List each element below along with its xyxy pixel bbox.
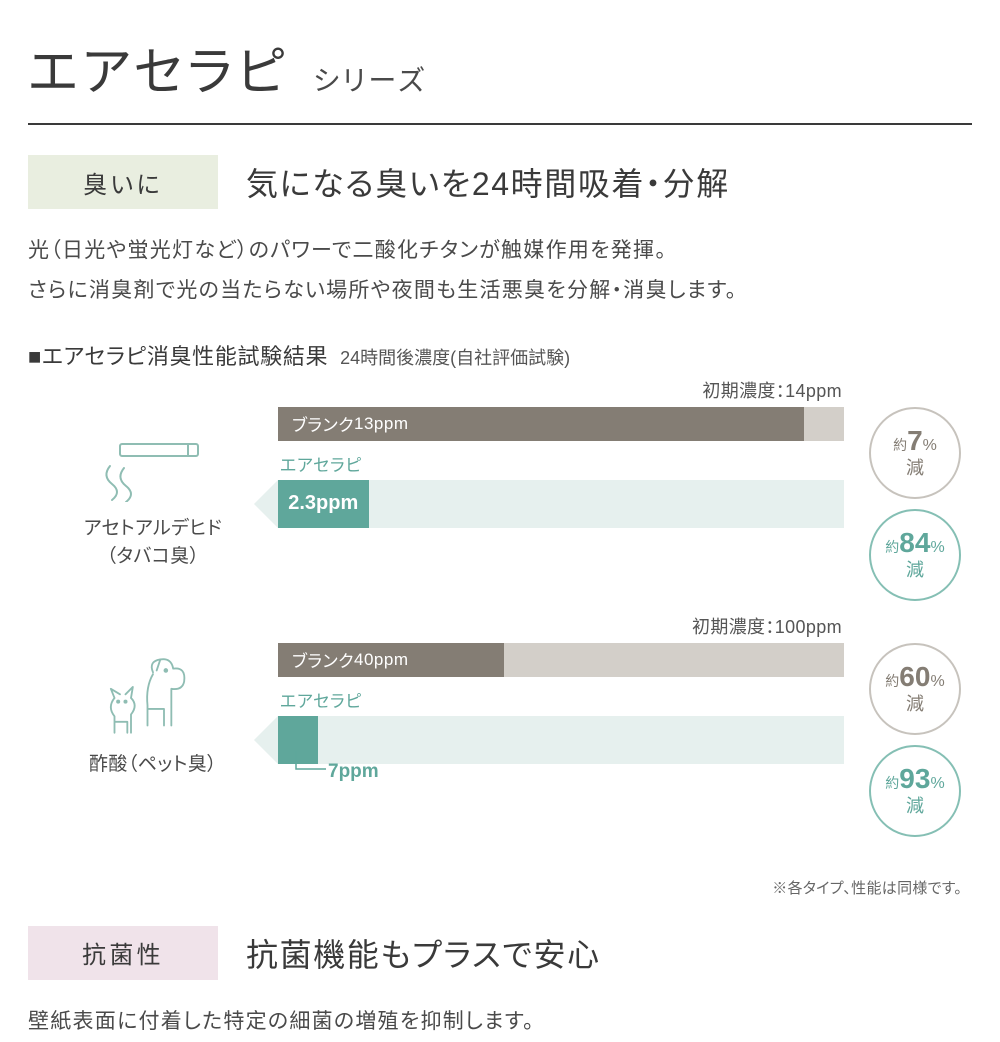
section1-body-l1: 光（日光や蛍光灯など）のパワーで二酸化チタンが触媒作用を発揮。 <box>28 239 667 262</box>
chart-item-1-initial-val: 100ppm <box>775 617 842 637</box>
section1-header: 臭いに 気になる臭いを24時間吸着・分解 <box>28 155 972 209</box>
page-title-row: エアセラピ シリーズ <box>28 30 972 105</box>
cigarette-icon <box>98 417 208 507</box>
title-sub: シリーズ <box>313 59 427 99</box>
initial-prefix: 初期濃度： <box>692 617 775 637</box>
chart-item-1-circles: 約60% 減 約93% 減 <box>852 643 972 837</box>
chart-item-0-product-label: エアセラピ <box>280 451 844 476</box>
approx-label: 約 <box>893 437 907 453</box>
chart-item-1-blank-bar: ブランク 40ppm <box>278 643 504 677</box>
chart-item-0-initial: 初期濃度：14ppm <box>28 377 972 403</box>
pets-icon <box>98 653 208 743</box>
reduction-label: 減 <box>906 459 924 479</box>
section1-body-l2: さらに消臭剤で光の当たらない場所や夜間も生活悪臭を分解・消臭します。 <box>28 279 737 302</box>
chart-item-0-product-pct: 84 <box>899 527 930 558</box>
chart-item-0-circles: 約7% 減 約84% 減 <box>852 407 972 601</box>
chart-item-1-product-label: エアセラピ <box>280 687 844 712</box>
title-divider <box>28 123 972 125</box>
chart-item-0-blank-track: ブランク 13ppm <box>278 407 844 441</box>
section1-tag: 臭いに <box>28 155 218 209</box>
chart-item-0-label-l2: （タバコ臭） <box>107 546 200 567</box>
chart-item-0-result: 2.3ppm <box>278 480 369 528</box>
chart-item-0-label-l1: アセトアルデヒド <box>84 518 222 539</box>
chart-item-1-initial: 初期濃度：100ppm <box>28 613 972 639</box>
chart-title-row: ■エアセラピ消臭性能試験結果 24時間後濃度(自社評価試験) <box>28 339 972 371</box>
chart-item-0-product-circle: 約84% 減 <box>869 509 961 601</box>
chart-item-1-blank-pct: 60 <box>899 661 930 692</box>
chart-item-1: 初期濃度：100ppm 酢酸（ペ <box>28 613 972 898</box>
reduction-label: 減 <box>906 695 924 715</box>
approx-label: 約 <box>885 775 899 791</box>
chart-item-1-label-l1: 酢酸（ペット臭） <box>89 754 217 775</box>
section1-heading: 気になる臭いを24時間吸着・分解 <box>246 159 730 205</box>
title-main: エアセラピ <box>28 30 289 105</box>
chart-item-0-initial-val: 14ppm <box>785 381 842 401</box>
reduction-label: 減 <box>906 561 924 581</box>
approx-label: 約 <box>885 539 899 555</box>
blank-prefix: ブランク <box>292 647 354 672</box>
chart-item-0: 初期濃度：14ppm アセトアルデヒド （タバコ臭） <box>28 377 972 601</box>
chart-item-1-product-circle: 約93% 減 <box>869 745 961 837</box>
chart-item-0-blank-pct: 7 <box>907 425 923 456</box>
chart-item-1-blank-val: 40ppm <box>354 650 409 670</box>
chart-item-1-left: 酢酸（ペット臭） <box>28 643 278 780</box>
chart-item-0-left: アセトアルデヒド （タバコ臭） <box>28 407 278 572</box>
section2-heading: 抗菌機能もプラスで安心 <box>246 930 601 976</box>
chart-item-0-blank-circle: 約7% 減 <box>869 407 961 499</box>
initial-prefix: 初期濃度： <box>702 381 785 401</box>
chart-item-1-callout: 7ppm <box>328 761 379 783</box>
arrow-head-icon <box>254 480 278 528</box>
section1-body: 光（日光や蛍光灯など）のパワーで二酸化チタンが触媒作用を発揮。 さらに消臭剤で光… <box>28 231 972 311</box>
chart-footnote: ※各タイプ、性能は同様です。 <box>28 877 972 898</box>
chart-item-0-label: アセトアルデヒド （タバコ臭） <box>84 515 222 572</box>
chart-item-1-label: 酢酸（ペット臭） <box>89 751 217 780</box>
section2-header: 抗菌性 抗菌機能もプラスで安心 <box>28 926 972 980</box>
blank-prefix: ブランク <box>292 411 354 436</box>
section2-body: 壁紙表面に付着した特定の細菌の増殖を抑制します。 <box>28 1002 972 1042</box>
chart-item-0-result-val: 2.3ppm <box>288 492 358 515</box>
approx-label: 約 <box>885 673 899 689</box>
section2-tag: 抗菌性 <box>28 926 218 980</box>
chart-item-0-blank-bar: ブランク 13ppm <box>278 407 804 441</box>
chart-item-1-blank-circle: 約60% 減 <box>869 643 961 735</box>
chart-item-1-product-pct: 93 <box>899 763 930 794</box>
chart-item-1-bars: ブランク 40ppm エアセラピ 7ppm <box>278 643 852 764</box>
chart-title: ■エアセラピ消臭性能試験結果 <box>28 339 328 371</box>
reduction-label: 減 <box>906 797 924 817</box>
chart-note: 24時間後濃度(自社評価試験) <box>340 344 570 370</box>
chart-item-1-blank-track: ブランク 40ppm <box>278 643 844 677</box>
chart-item-0-arrow: 2.3ppm <box>278 480 844 528</box>
chart-item-0-blank-val: 13ppm <box>354 414 409 434</box>
chart-item-0-bars: ブランク 13ppm エアセラピ 2.3ppm <box>278 407 852 528</box>
